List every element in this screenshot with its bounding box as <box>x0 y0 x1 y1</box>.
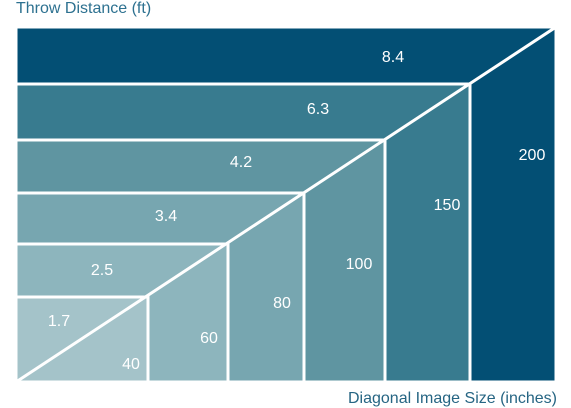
image-size-label-60in: 60 <box>200 330 218 347</box>
image-size-label-100in: 100 <box>346 256 373 273</box>
diagonal-divider <box>12 24 560 385</box>
throw-distance-label-80in: 3.4 <box>155 208 177 225</box>
image-size-label-80in: 80 <box>273 295 291 312</box>
throw-distance-label-150in: 6.3 <box>307 101 329 118</box>
throw-distance-label-60in: 2.5 <box>91 262 113 279</box>
chart-title: Throw Distance (ft) <box>16 0 152 17</box>
throw-distance-label-200in: 8.4 <box>382 49 404 66</box>
throw-distance-label-100in: 4.2 <box>230 154 252 171</box>
x-axis-label: Diagonal Image Size (inches) <box>348 390 557 407</box>
image-size-label-200in: 200 <box>519 147 546 164</box>
image-size-label-150in: 150 <box>434 197 461 214</box>
throw-distance-label-40in: 1.7 <box>48 313 70 330</box>
image-size-label-40in: 40 <box>122 356 140 373</box>
